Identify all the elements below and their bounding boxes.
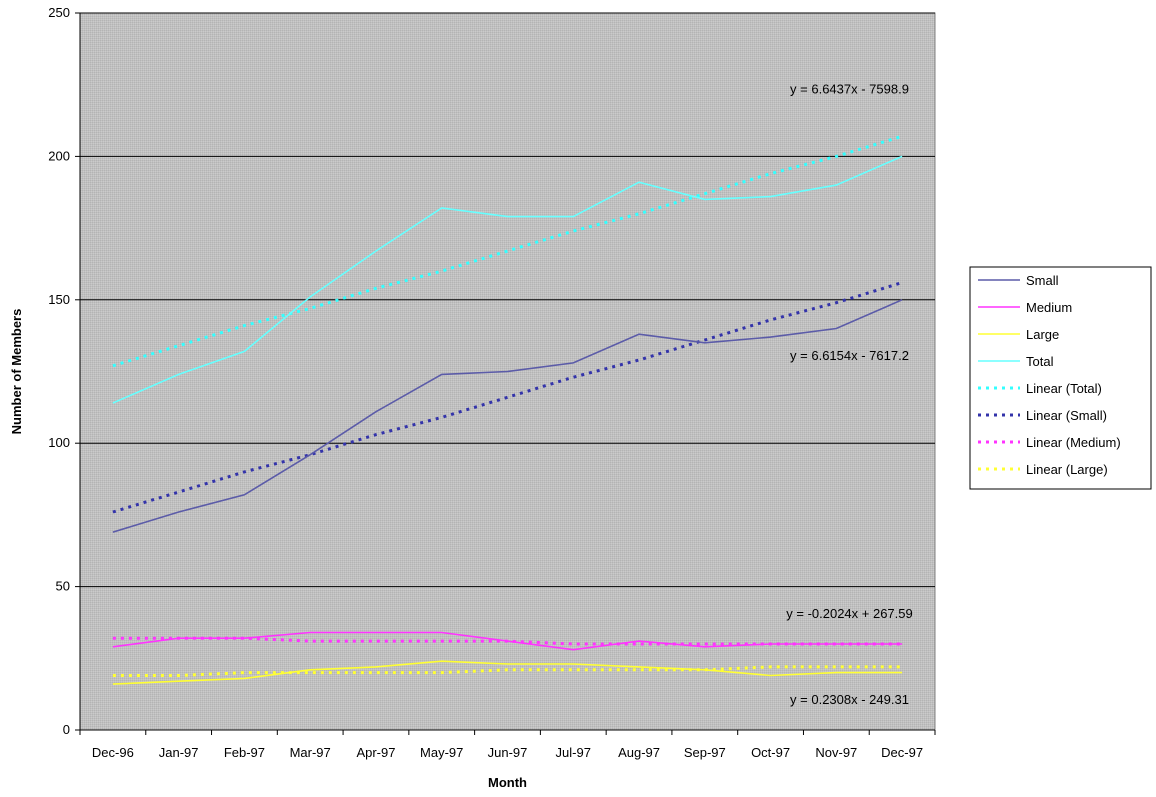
x-tick-label: Jan-97 — [159, 745, 199, 760]
y-axis-title: Number of Members — [9, 309, 24, 435]
series-line-medium — [112, 631, 903, 651]
legend-label: Linear (Large) — [1026, 462, 1108, 477]
trendline-equations: y = 6.6437x - 7598.9 y = 6.6154x - 7617.2… — [786, 81, 912, 707]
y-tick-label: 150 — [48, 292, 70, 307]
x-tick-label: Feb-97 — [224, 745, 265, 760]
trendline-equation: y = 6.6437x - 7598.9 — [790, 81, 909, 96]
legend-label: Total — [1026, 354, 1054, 369]
legend-label: Small — [1026, 273, 1059, 288]
x-tick-label: Mar-97 — [290, 745, 331, 760]
x-tick-label: Apr-97 — [356, 745, 395, 760]
series-line-linear-large — [112, 665, 903, 677]
series-line-small — [112, 299, 903, 533]
x-tick-label: May-97 — [420, 745, 463, 760]
trendline-equation: y = 0.2308x - 249.31 — [790, 692, 909, 707]
y-tick-label: 100 — [48, 435, 70, 450]
legend-label: Linear (Small) — [1026, 408, 1107, 423]
series-line-total — [112, 155, 903, 404]
y-tick-label: 250 — [48, 5, 70, 20]
series-line-linear-small — [112, 281, 903, 514]
x-tick-label: Aug-97 — [618, 745, 660, 760]
y-tick-label: 0 — [63, 722, 70, 737]
trendline-equation: y = -0.2024x + 267.59 — [786, 606, 912, 621]
x-tick-label: Oct-97 — [751, 745, 790, 760]
y-tick-label: 50 — [56, 579, 70, 594]
legend: Small Medium Large Total Linear (Total) Linea… — [969, 266, 1152, 490]
y-axis-ticks: 0 50 100 150 200 250 — [48, 5, 80, 737]
x-tick-label: Jul-97 — [556, 745, 591, 760]
x-tick-label: Jun-97 — [488, 745, 528, 760]
legend-label: Large — [1026, 327, 1059, 342]
legend-label: Linear (Medium) — [1026, 435, 1121, 450]
gridlines — [80, 12, 935, 588]
x-tick-label: Dec-96 — [92, 745, 134, 760]
legend-label: Linear (Total) — [1026, 381, 1102, 396]
x-axis-title: Month — [488, 775, 527, 790]
legend-box — [969, 266, 1152, 490]
x-tick-label: Sep-97 — [684, 745, 726, 760]
x-axis-ticks: Dec-96 Jan-97 Feb-97 Mar-97 Apr-97 May-97 Jun-… — [79, 730, 936, 760]
series-line-large — [112, 660, 903, 685]
series-line-linear-total — [112, 134, 903, 368]
trendline-equation: y = 6.6154x - 7617.2 — [790, 348, 909, 363]
x-tick-label: Nov-97 — [815, 745, 857, 760]
x-tick-label: Dec-97 — [881, 745, 923, 760]
legend-label: Medium — [1026, 300, 1072, 315]
series-layer — [112, 134, 903, 685]
axes — [79, 13, 935, 731]
y-tick-label: 200 — [48, 148, 70, 163]
